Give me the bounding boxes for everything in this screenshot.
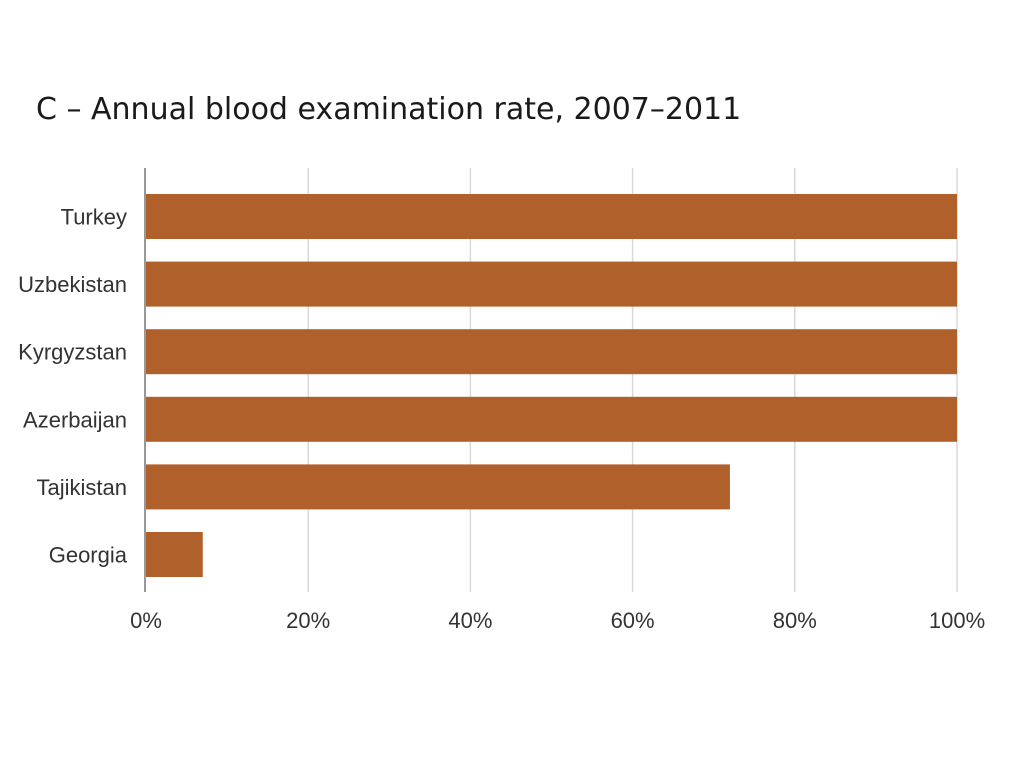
- x-tick-label: 40%: [448, 608, 492, 633]
- category-label: Turkey: [61, 205, 127, 230]
- bar-uzbekistan: [146, 261, 957, 307]
- x-tick-label: 60%: [611, 608, 655, 633]
- bar-georgia: [146, 532, 203, 577]
- x-tick-labels: 0% 20% 40% 60% 80% 100%: [130, 608, 985, 633]
- category-labels: Turkey Uzbekistan Kyrgyzstan Azerbaijan Taji…: [18, 205, 128, 568]
- x-tick-label: 0%: [130, 608, 162, 633]
- x-tick-label: 100%: [929, 608, 985, 633]
- bar-kyrgyzstan: [146, 329, 957, 375]
- category-label: Uzbekistan: [18, 272, 127, 297]
- bar-turkey: [146, 194, 957, 239]
- category-label: Azerbaijan: [23, 407, 127, 432]
- x-tick-label: 80%: [773, 608, 817, 633]
- bars: [146, 194, 957, 577]
- category-label: Georgia: [49, 543, 128, 568]
- x-tick-label: 20%: [286, 608, 330, 633]
- chart-title: C – Annual blood examination rate, 2007–…: [36, 92, 742, 127]
- bar-tajikistan: [146, 464, 730, 510]
- category-label: Kyrgyzstan: [18, 340, 127, 365]
- category-label: Tajikistan: [37, 475, 127, 500]
- bar-azerbaijan: [146, 396, 957, 442]
